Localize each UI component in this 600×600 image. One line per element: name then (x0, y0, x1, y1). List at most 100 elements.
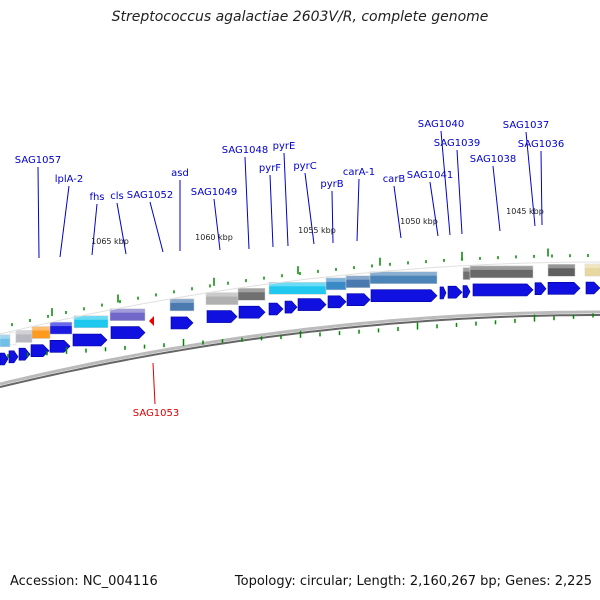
gene-arrow (534, 282, 547, 296)
gene-leader (492, 165, 501, 232)
cog-band-highlight (170, 298, 194, 303)
scale-label: 1050 kbp (400, 217, 438, 226)
cog-band-highlight (238, 288, 265, 293)
gene-arrow (447, 285, 463, 299)
cog-band-highlight (463, 267, 470, 272)
gene-label: SAG1038 (470, 154, 516, 165)
gene-leader (525, 131, 536, 227)
gene-leader (37, 166, 40, 259)
cog-band (49, 321, 73, 335)
gene-leader (59, 185, 70, 258)
gene-label: pyrC (293, 161, 316, 172)
scale-label: 1055 kbp (298, 226, 336, 235)
gene-arrow (284, 300, 298, 314)
gene-arrow (268, 302, 284, 316)
cog-band-highlight (269, 282, 326, 287)
cog-band (369, 271, 438, 284)
gene-arrow (439, 286, 447, 300)
genome-summary: Topology: circular; Length: 2,160,267 bp… (234, 574, 592, 589)
cog-band (469, 265, 534, 279)
gene-arrow (30, 344, 50, 358)
band-border (0, 261, 600, 335)
gene-label: lplA-2 (55, 174, 84, 185)
cog-band-highlight (74, 315, 108, 320)
gene-label: SAG1037 (503, 120, 549, 131)
gene-label: fhs (89, 192, 104, 203)
gene-label: pyrE (273, 141, 296, 152)
gene-leader (393, 185, 402, 239)
highlight-leader (152, 362, 156, 405)
gene-label: SAG1040 (418, 119, 464, 130)
gene-arrow (585, 281, 600, 295)
gene-label: SAG1049 (191, 187, 237, 198)
cog-band (237, 288, 266, 301)
cog-band-highlight (470, 265, 533, 270)
gene-label: cls (110, 191, 124, 202)
gene-label: SAG1039 (434, 138, 480, 149)
cog-band (547, 264, 576, 277)
gene-leader (540, 150, 543, 226)
gene-leader (429, 181, 439, 237)
gene-leader (213, 198, 221, 251)
cog-band-highlight (16, 330, 32, 335)
cog-band-highlight (326, 277, 346, 282)
gene-label: SAG1052 (127, 190, 173, 201)
gene-leader (456, 149, 463, 235)
gene-arrow (206, 310, 238, 323)
cog-band (109, 308, 146, 321)
gene-leader (304, 172, 315, 245)
gene-arrow (547, 281, 581, 295)
gene-leader (91, 203, 98, 256)
gene-label: SAG1048 (222, 145, 268, 156)
gene-arrow (462, 285, 471, 298)
gene-arrow (0, 352, 9, 366)
cog-band-highlight (110, 308, 145, 313)
cog-band-highlight (0, 334, 10, 339)
cog-band (73, 315, 109, 329)
cog-band-highlight (346, 275, 370, 280)
cog-band-highlight (10, 332, 16, 337)
gene-label: SAG1041 (407, 170, 453, 181)
gene-leader (283, 152, 289, 247)
cog-band-highlight (32, 326, 50, 331)
map-title: Streptococcus agalactiae 2603V/R, comple… (111, 9, 489, 25)
gene-leader (356, 178, 360, 242)
cog-band-highlight (206, 292, 238, 297)
gene-leader (149, 201, 164, 253)
gene-label: SAG1036 (518, 139, 564, 150)
gene-label: carB (383, 174, 406, 185)
gene-arrow (346, 293, 371, 307)
gene-leader (244, 156, 250, 250)
gene-arrow (170, 316, 194, 330)
highlight-gene-marker (149, 316, 154, 326)
gene-arrow (8, 350, 19, 364)
gene-arrow (18, 347, 31, 361)
gene-leader (331, 190, 334, 244)
gene-leader (269, 174, 274, 248)
gene-arrow (238, 305, 266, 319)
scale-label: 1065 kbp (91, 237, 129, 246)
backbone-shadow (0, 310, 600, 386)
gene-label: carA-1 (343, 167, 375, 178)
gene-arrow (327, 295, 347, 309)
scale-label: 1060 kbp (195, 233, 233, 242)
gene-label: asd (171, 168, 189, 179)
gene-arrow (472, 283, 534, 297)
gene-leader (116, 202, 127, 255)
cog-band (169, 298, 195, 312)
highlight-gene-label: SAG1053 (133, 408, 179, 419)
cog-band-highlight (548, 264, 575, 269)
gene-label: pyrF (259, 163, 281, 174)
cog-band-highlight (370, 271, 437, 276)
cog-band-highlight (50, 322, 72, 327)
gene-arrow (297, 298, 327, 311)
cog-band-highlight (585, 264, 600, 268)
gene-arrow (110, 326, 146, 339)
accession-text: Accession: NC_004116 (10, 574, 158, 589)
cog-band (584, 263, 600, 277)
gene-label: pyrB (320, 179, 343, 190)
scale-label: 1045 kbp (506, 207, 544, 216)
gene-label: SAG1057 (15, 155, 61, 166)
gene-arrow (370, 289, 438, 303)
